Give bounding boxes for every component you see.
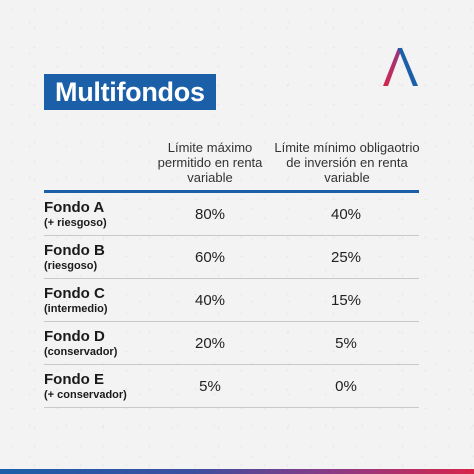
fund-note: (+ conservador): [44, 389, 127, 401]
fund-name: Fondo C: [44, 285, 105, 302]
max-value: 5%: [199, 378, 221, 395]
fund-note: (+ riesgoso): [44, 217, 107, 229]
min-value: 5%: [335, 335, 357, 352]
row-divider: [44, 364, 419, 365]
fund-note: (riesgoso): [44, 260, 98, 272]
max-value: 60%: [194, 249, 226, 266]
row-divider: [44, 321, 419, 322]
max-value: 80%: [194, 206, 226, 223]
table-row: Fondo B (riesgoso) 60% 25%: [44, 237, 419, 279]
min-value: 0%: [335, 378, 357, 395]
min-value: 40%: [330, 206, 362, 223]
table-row: Fondo E (+ conservador) 5% 0%: [44, 366, 419, 408]
fund-note: (conservador): [44, 346, 118, 358]
table-row: Fondo A (+ riesgoso) 80% 40%: [44, 194, 419, 236]
fund-name: Fondo D: [44, 328, 105, 345]
column-header-min: Límite mínimo obligaotrio de inversión e…: [274, 140, 420, 185]
fund-name: Fondo A: [44, 199, 105, 216]
table-row: Fondo D (conservador) 20% 5%: [44, 323, 419, 365]
caret-logo-icon: [383, 48, 418, 86]
bottom-gradient-bar: [0, 469, 474, 474]
fund-name: Fondo B: [44, 242, 105, 259]
column-header-max: Límite máximo permitido en renta variabl…: [157, 140, 263, 185]
header-divider: [44, 190, 419, 193]
max-value: 20%: [194, 335, 226, 352]
row-divider: [44, 407, 419, 408]
min-value: 25%: [330, 249, 362, 266]
row-divider: [44, 278, 419, 279]
fund-name: Fondo E: [44, 371, 104, 388]
min-value: 15%: [330, 292, 362, 309]
fund-note: (intermedio): [44, 303, 108, 315]
table-row: Fondo C (intermedio) 40% 15%: [44, 280, 419, 322]
row-divider: [44, 235, 419, 236]
max-value: 40%: [194, 292, 226, 309]
page-title: Multifondos: [44, 74, 216, 110]
